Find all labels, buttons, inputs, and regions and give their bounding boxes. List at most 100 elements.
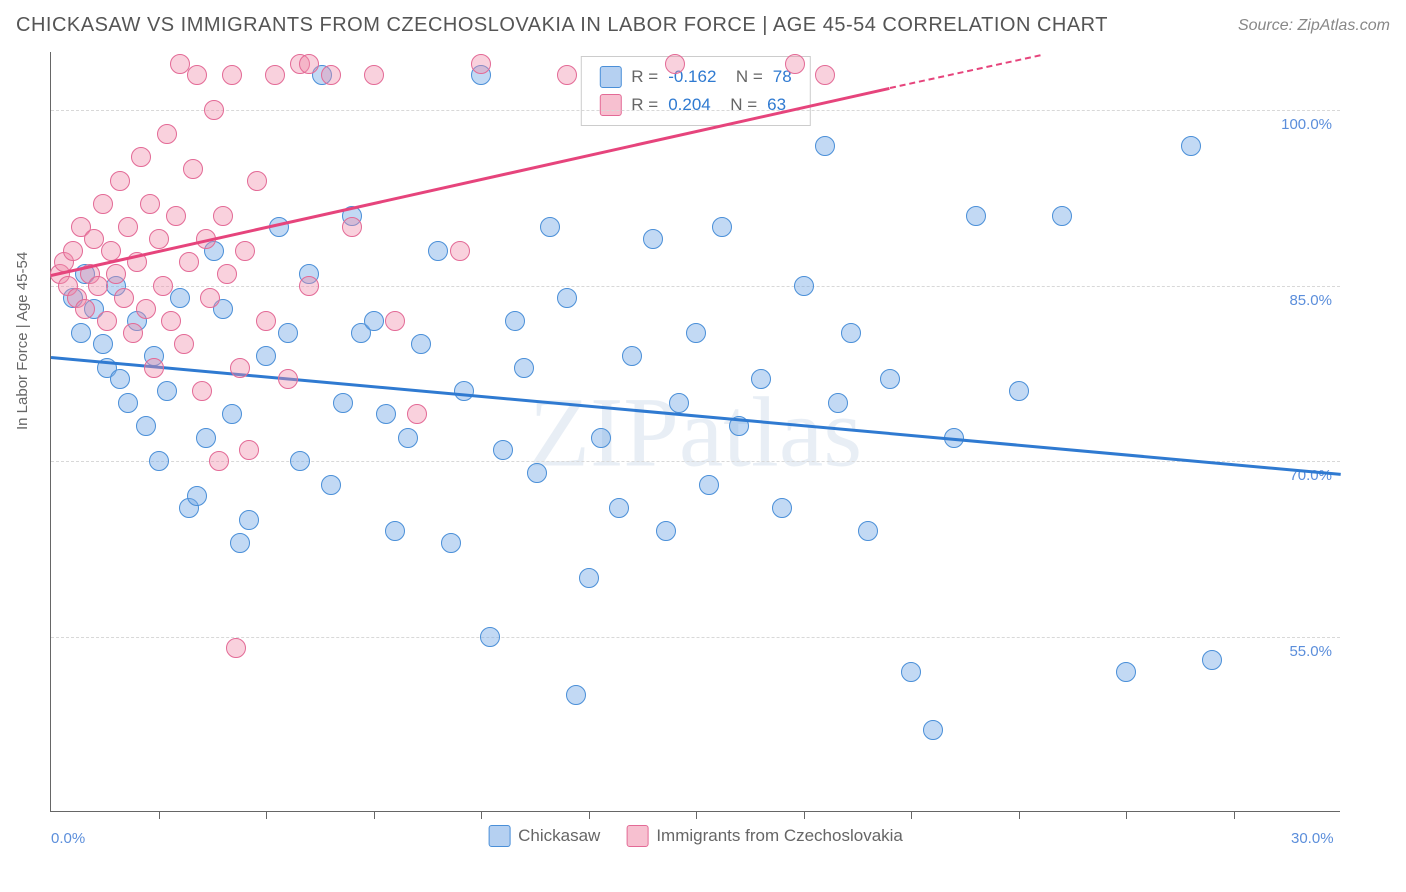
data-point bbox=[230, 533, 250, 553]
data-point bbox=[815, 136, 835, 156]
data-point bbox=[226, 638, 246, 658]
data-point bbox=[441, 533, 461, 553]
data-point bbox=[265, 65, 285, 85]
data-point bbox=[1009, 381, 1029, 401]
swatch-pink-icon bbox=[599, 94, 621, 116]
data-point bbox=[514, 358, 534, 378]
x-tick bbox=[804, 811, 805, 819]
data-point bbox=[174, 334, 194, 354]
data-point bbox=[591, 428, 611, 448]
trend-line bbox=[889, 54, 1040, 89]
data-point bbox=[321, 65, 341, 85]
legend-r-label-2: R = bbox=[631, 91, 658, 119]
legend-label-pink: Immigrants from Czechoslovakia bbox=[656, 826, 903, 846]
data-point bbox=[579, 568, 599, 588]
data-point bbox=[505, 311, 525, 331]
data-point bbox=[557, 288, 577, 308]
x-tick bbox=[696, 811, 697, 819]
data-point bbox=[239, 440, 259, 460]
chart-title: CHICKASAW VS IMMIGRANTS FROM CZECHOSLOVA… bbox=[16, 14, 1108, 37]
data-point bbox=[213, 206, 233, 226]
legend-r-pink: 0.204 bbox=[668, 91, 711, 119]
data-point bbox=[187, 65, 207, 85]
data-point bbox=[686, 323, 706, 343]
data-point bbox=[364, 65, 384, 85]
data-point bbox=[123, 323, 143, 343]
data-point bbox=[209, 451, 229, 471]
data-point bbox=[75, 299, 95, 319]
legend-item-pink: Immigrants from Czechoslovakia bbox=[626, 825, 903, 847]
data-point bbox=[880, 369, 900, 389]
data-point bbox=[106, 264, 126, 284]
data-point bbox=[290, 451, 310, 471]
data-point bbox=[622, 346, 642, 366]
data-point bbox=[217, 264, 237, 284]
data-point bbox=[794, 276, 814, 296]
data-point bbox=[88, 276, 108, 296]
data-point bbox=[200, 288, 220, 308]
data-point bbox=[609, 498, 629, 518]
data-point bbox=[785, 54, 805, 74]
scatter-plot: ZIPatlas R = -0.162 N = 78 R = 0.204 N =… bbox=[50, 52, 1340, 812]
gridline bbox=[51, 110, 1340, 111]
data-point bbox=[110, 171, 130, 191]
data-point bbox=[376, 404, 396, 424]
data-point bbox=[411, 334, 431, 354]
data-point bbox=[712, 217, 732, 237]
swatch-blue-icon bbox=[599, 66, 621, 88]
data-point bbox=[118, 217, 138, 237]
data-point bbox=[183, 159, 203, 179]
data-point bbox=[166, 206, 186, 226]
data-point bbox=[114, 288, 134, 308]
data-point bbox=[230, 358, 250, 378]
data-point bbox=[157, 124, 177, 144]
swatch-pink-icon bbox=[626, 825, 648, 847]
legend-r-label: R = bbox=[631, 63, 658, 91]
data-point bbox=[643, 229, 663, 249]
data-point bbox=[93, 194, 113, 214]
data-point bbox=[299, 276, 319, 296]
data-point bbox=[136, 416, 156, 436]
x-tick bbox=[1126, 811, 1127, 819]
data-point bbox=[71, 323, 91, 343]
x-tick bbox=[1234, 811, 1235, 819]
data-point bbox=[222, 65, 242, 85]
data-point bbox=[321, 475, 341, 495]
data-point bbox=[407, 404, 427, 424]
data-point bbox=[179, 252, 199, 272]
data-point bbox=[901, 662, 921, 682]
data-point bbox=[858, 521, 878, 541]
data-point bbox=[153, 276, 173, 296]
watermark: ZIPatlas bbox=[529, 374, 862, 489]
x-tick-label: 0.0% bbox=[51, 830, 85, 847]
series-legend: Chickasaw Immigrants from Czechoslovakia bbox=[488, 825, 903, 847]
data-point bbox=[196, 428, 216, 448]
x-tick bbox=[374, 811, 375, 819]
data-point bbox=[222, 404, 242, 424]
data-point bbox=[493, 440, 513, 460]
y-tick-label: 55.0% bbox=[1289, 643, 1332, 660]
legend-label-blue: Chickasaw bbox=[518, 826, 600, 846]
data-point bbox=[385, 521, 405, 541]
legend-n-label-2: N = bbox=[721, 91, 757, 119]
data-point bbox=[471, 54, 491, 74]
data-point bbox=[278, 369, 298, 389]
y-tick-label: 100.0% bbox=[1281, 116, 1332, 133]
data-point bbox=[247, 171, 267, 191]
data-point bbox=[1202, 650, 1222, 670]
x-tick bbox=[481, 811, 482, 819]
data-point bbox=[161, 311, 181, 331]
x-tick-label: 30.0% bbox=[1291, 830, 1334, 847]
data-point bbox=[1116, 662, 1136, 682]
data-point bbox=[131, 147, 151, 167]
x-tick bbox=[1019, 811, 1020, 819]
data-point bbox=[136, 299, 156, 319]
data-point bbox=[333, 393, 353, 413]
x-tick bbox=[589, 811, 590, 819]
data-point bbox=[299, 54, 319, 74]
legend-n-label: N = bbox=[726, 63, 762, 91]
data-point bbox=[966, 206, 986, 226]
y-tick-label: 85.0% bbox=[1289, 292, 1332, 309]
data-point bbox=[527, 463, 547, 483]
data-point bbox=[97, 311, 117, 331]
